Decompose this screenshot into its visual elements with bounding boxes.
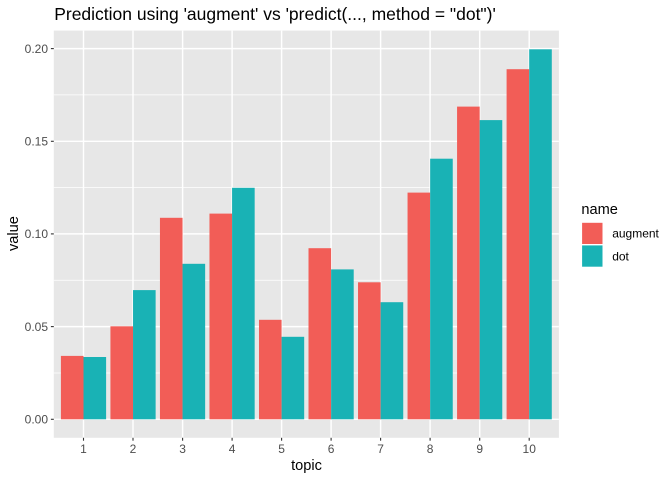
- svg-text:augment: augment: [612, 227, 659, 241]
- svg-text:name: name: [581, 202, 618, 218]
- svg-text:8: 8: [427, 442, 434, 456]
- svg-text:0.05: 0.05: [25, 320, 49, 334]
- svg-text:dot: dot: [612, 249, 629, 263]
- svg-text:2: 2: [130, 442, 137, 456]
- svg-text:7: 7: [377, 442, 384, 456]
- svg-text:Prediction using 'augment' vs: Prediction using 'augment' vs 'predict(.…: [54, 4, 496, 24]
- svg-text:10: 10: [523, 442, 537, 456]
- svg-text:6: 6: [328, 442, 335, 456]
- svg-text:5: 5: [278, 442, 285, 456]
- svg-text:0.10: 0.10: [25, 227, 49, 241]
- svg-text:3: 3: [179, 442, 186, 456]
- svg-text:9: 9: [476, 442, 483, 456]
- svg-text:4: 4: [229, 442, 236, 456]
- svg-text:0.15: 0.15: [25, 135, 49, 149]
- svg-text:0.20: 0.20: [25, 42, 49, 56]
- svg-text:topic: topic: [291, 458, 322, 474]
- svg-text:1: 1: [80, 442, 87, 456]
- svg-text:value: value: [6, 216, 22, 251]
- svg-text:0.00: 0.00: [25, 413, 49, 427]
